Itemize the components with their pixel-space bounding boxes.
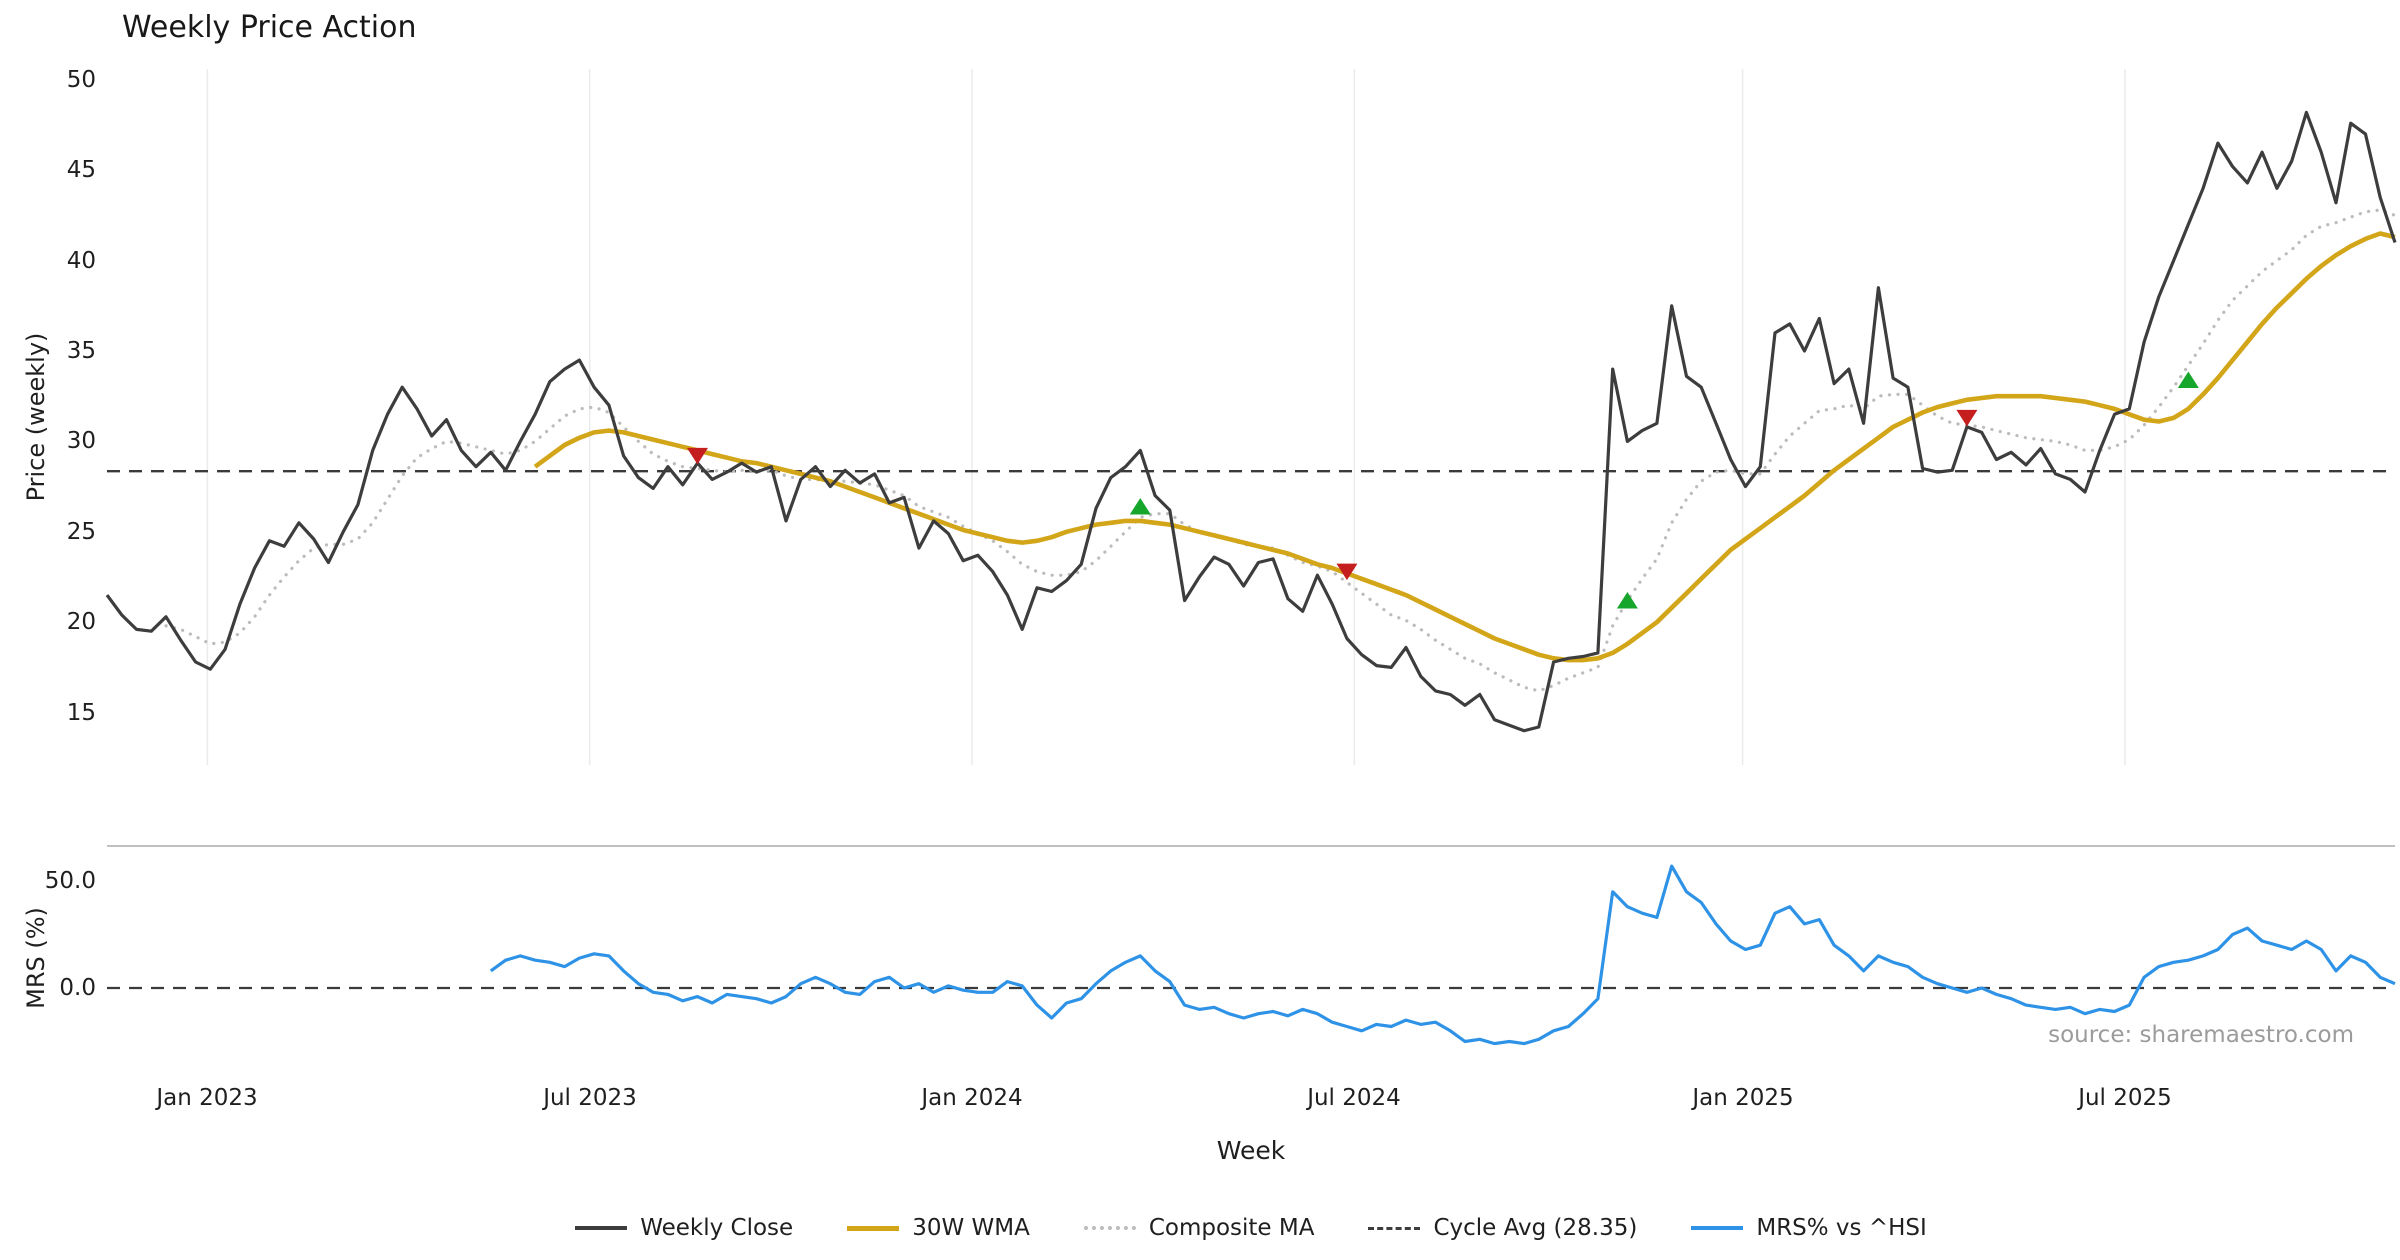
legend-item-composite-ma: Composite MA — [1083, 1215, 1315, 1241]
mrs-y-tick-label: 0.0 — [59, 975, 96, 1001]
x-axis-ticks: Jan 2023 Jul 2023 Jan 2024 Jul 2024 Jan 2025… — [0, 1085, 2400, 1117]
legend-label: Composite MA — [1148, 1215, 1315, 1241]
x-tick-label: Jul 2024 — [1307, 1085, 1401, 1111]
legend-label: MRS% vs ^HSI — [1756, 1215, 1927, 1241]
x-tick-label: Jan 2025 — [1692, 1085, 1794, 1111]
legend-label: 30W WMA — [912, 1215, 1030, 1241]
mrs-y-tick-label: 50.0 — [44, 868, 96, 894]
price-y-tick-label: 20 — [66, 609, 96, 635]
x-tick-label: Jul 2023 — [543, 1085, 637, 1111]
x-axis-label: Week — [1216, 1136, 1286, 1165]
price-y-tick-label: 50 — [66, 67, 96, 93]
weekly-close-legend-swatch-icon — [575, 1226, 628, 1230]
legend-item-weekly-close: Weekly Close — [575, 1215, 793, 1241]
x-tick-label: Jan 2023 — [156, 1085, 258, 1111]
x-tick-label: Jul 2025 — [2078, 1085, 2172, 1111]
composite-ma-legend-swatch-icon — [1083, 1226, 1136, 1230]
mrs-vs-hsi-legend-swatch-icon — [1691, 1226, 1744, 1230]
buy-signal-marker — [1129, 497, 1151, 515]
legend-item-mrs-vs-hsi: MRS% vs ^HSI — [1691, 1215, 1927, 1241]
x-tick-label: Jan 2024 — [921, 1085, 1023, 1111]
buy-signal-marker — [1616, 591, 1638, 609]
price-y-tick-label: 45 — [66, 157, 96, 183]
chart-title: Weekly Price Action — [122, 10, 417, 45]
30w-wma-line — [533, 231, 2396, 663]
composite-ma-line — [164, 208, 2397, 693]
sell-signal-marker — [1336, 563, 1358, 581]
mrs-vs-hsi-line — [489, 864, 2396, 1046]
chart-legend: Weekly Close 30W WMA Composite MA Cycle Avg… — [102, 1210, 2400, 1246]
price-y-tick-label: 40 — [66, 248, 96, 274]
price-y-tick-label: 35 — [66, 338, 96, 364]
source-credit: source: sharemaestro.com — [2048, 1022, 2354, 1048]
y-axis-ticks: 50 45 40 35 30 25 20 15 50.0 0.0 — [0, 0, 96, 1260]
legend-label: Weekly Close — [640, 1215, 794, 1241]
legend-item-30w-wma: 30W WMA — [847, 1215, 1030, 1241]
buy-signal-marker — [2177, 371, 2199, 388]
cycle-avg-28-35-legend-swatch-icon — [1368, 1226, 1421, 1230]
price-y-tick-label: 15 — [66, 700, 96, 726]
price-y-tick-label: 25 — [66, 519, 96, 545]
price-y-tick-label: 30 — [66, 428, 96, 454]
30w-wma-legend-swatch-icon — [847, 1225, 900, 1231]
sell-signal-marker — [1956, 409, 1978, 427]
legend-label: Cycle Avg (28.35) — [1433, 1215, 1638, 1241]
legend-item-cycle-avg-28-35: Cycle Avg (28.35) — [1368, 1215, 1637, 1241]
sell-signal-marker — [686, 447, 708, 465]
weekly-close-line — [105, 110, 2397, 733]
